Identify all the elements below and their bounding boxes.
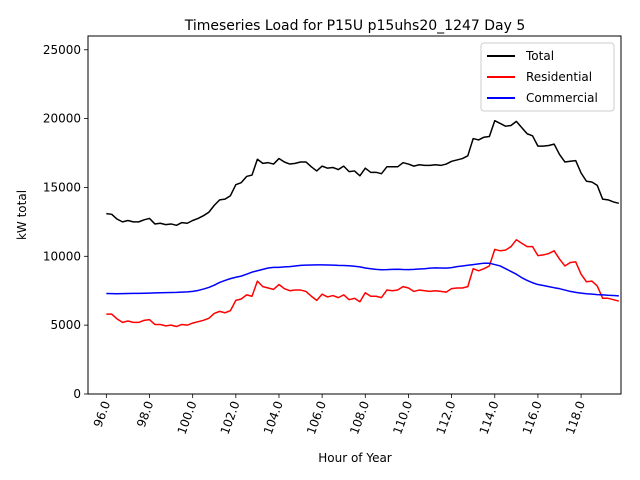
y-tick-label: 10000 — [43, 249, 81, 263]
x-tick-label: 104.0 — [261, 399, 286, 436]
y-tick-label: 0 — [73, 387, 81, 401]
legend: Total Residential Commercial — [480, 42, 615, 112]
x-tick-label: 118.0 — [563, 399, 588, 436]
plot-frame — [87, 35, 622, 395]
x-tick-label: 108.0 — [347, 399, 372, 436]
x-tick-label: 106.0 — [304, 399, 329, 436]
x-tick-label: 96.0 — [91, 399, 113, 429]
y-axis-label: kW total — [15, 190, 29, 240]
x-tick-label: 116.0 — [520, 399, 545, 436]
series-line-commercial — [106, 262, 619, 297]
series-line-total — [106, 119, 620, 227]
x-tick-label: 110.0 — [390, 399, 415, 436]
y-axis-ticks: 0 5000 10000 15000 20000 25000 — [43, 43, 88, 401]
series-line-residential — [106, 239, 620, 328]
y-tick-label: 15000 — [43, 180, 81, 194]
x-tick-label: 102.0 — [218, 399, 243, 436]
x-axis-ticks: 96.0 98.0 100.0 102.0 104.0 106.0 108.0 110.0 11… — [91, 394, 588, 436]
x-tick-label: 112.0 — [434, 399, 459, 436]
y-tick-label: 20000 — [43, 112, 81, 126]
chart-title: Timeseries Load for P15U p15uhs20_1247 D… — [184, 18, 526, 34]
x-tick-label: 98.0 — [134, 399, 156, 429]
y-tick-label: 5000 — [50, 318, 81, 332]
series-layer — [106, 119, 620, 328]
x-tick-label: 100.0 — [175, 399, 200, 436]
legend-box — [480, 42, 615, 112]
legend-label-commercial: Commercial — [526, 91, 598, 105]
x-axis-label: Hour of Year — [318, 451, 392, 465]
legend-label-total: Total — [525, 49, 554, 63]
x-tick-label: 114.0 — [477, 399, 502, 436]
y-tick-label: 25000 — [43, 43, 81, 57]
legend-label-residential: Residential — [526, 70, 592, 84]
